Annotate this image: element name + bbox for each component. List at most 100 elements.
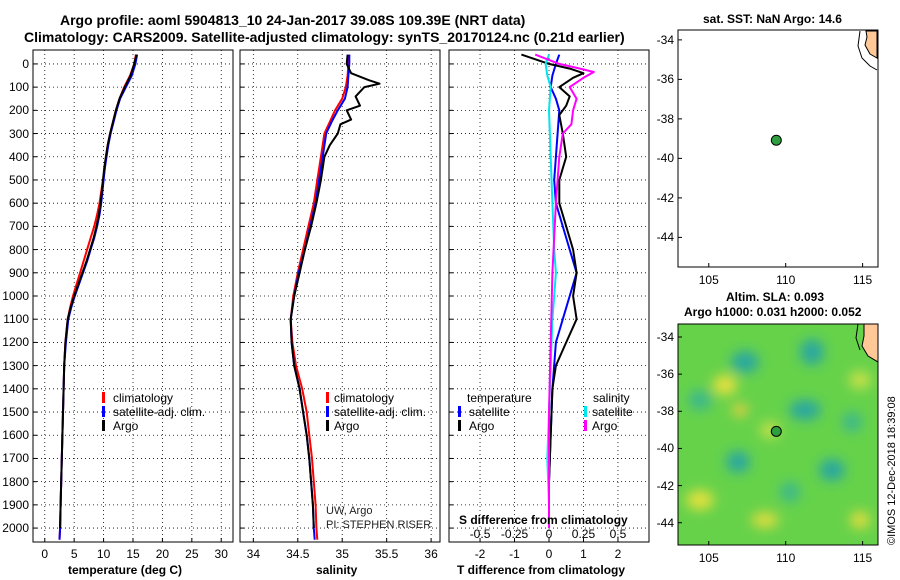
sst-map-land [864, 30, 878, 59]
legend-item-climatology: climatology [102, 391, 205, 405]
depth-tick-label: 2000 [2, 521, 29, 536]
salinity-series-climatology [289, 54, 351, 540]
salinity-xtick-label: 35 [335, 547, 349, 561]
sst_map-ytick-label: -34 [656, 32, 674, 47]
temperature-xtick-label: 5 [70, 547, 78, 561]
sla_map-xtick-label: 105 [698, 551, 719, 565]
depth-tick-label: 1400 [2, 381, 29, 396]
depth-tick-label: 1900 [2, 497, 29, 512]
sla-map-frame [677, 323, 879, 546]
difference-xtick-label: 2 [614, 547, 622, 561]
difference-xtick-label: -2 [474, 547, 486, 561]
sst_map-xtick-label: 105 [698, 273, 719, 287]
temperature-xtick-label: 30 [214, 547, 228, 561]
figure-title-line2: Climatology: CARS2009. Satellite-adjuste… [24, 29, 625, 45]
depth-tick-label: 500 [8, 172, 29, 187]
temperature-xtick-label: 20 [155, 547, 170, 561]
imos-credit: ©IMOS 12-Dec-2018 18:39:08 [886, 396, 898, 545]
sst_map-xtick-label: 110 [776, 273, 796, 287]
sla_map-argo-location-marker [770, 425, 782, 437]
temperature-xtick-label: 10 [96, 547, 111, 561]
sst_map-ytick-label: -42 [656, 190, 674, 205]
sla-map-title1: Altim. SLA: 0.093 [726, 290, 825, 304]
difference-xtick-label: 1 [580, 547, 587, 561]
difference-series-t-argo [521, 53, 585, 529]
temperature-series-argo [59, 54, 138, 529]
depth-tick-label: 1800 [2, 474, 29, 489]
depth-tick-label: 1700 [2, 451, 29, 466]
depth-tick-label: 700 [8, 219, 29, 234]
salinity-xtick-label: 36 [424, 547, 438, 561]
legend-item-satellite: satellite-adj. clim. [102, 405, 205, 419]
sla-map-title2: Argo h1000: 0.031 h2000: 0.052 [684, 305, 862, 319]
sst_map-ytick-label: -36 [656, 72, 674, 87]
salinity-series-argo [289, 54, 381, 529]
difference-xlabel: T difference from climatology [457, 563, 626, 577]
legend-title-temperature: temperature [467, 391, 532, 405]
difference-top-tick-label: 0.5 [609, 527, 627, 541]
salinity-xtick-label: 35.5 [374, 547, 399, 561]
sla_map-ytick-label: -42 [656, 478, 674, 493]
difference-top-tick-label: 0.25 [571, 527, 596, 541]
difference-series-t-satellite [548, 54, 578, 529]
difference-top-tick-label: -0.5 [469, 527, 491, 541]
legend-item-satellite: satellite-adj. clim. [326, 405, 439, 419]
depth-tick-label: 200 [8, 103, 29, 118]
credit-pi: PI: STEPHEN RISER [326, 519, 432, 531]
legend-item-t-satellite: satellite [458, 405, 532, 419]
temperature-xtick-label: 25 [185, 547, 199, 561]
credit-uw: UW, Argo [326, 505, 373, 517]
sst-map-coast [857, 30, 878, 71]
sst-map-frame [677, 29, 879, 268]
sla_map-ytick-label: -34 [656, 330, 674, 344]
difference-legend-temperature: temperature satellite Argo [458, 391, 532, 433]
sst_map-ytick-label: -40 [656, 151, 674, 166]
temperature-series-satellite-adj-clim- [58, 54, 139, 540]
legend-item-s-satellite: satellite [584, 405, 633, 419]
legend-item-t-argo: Argo [458, 419, 532, 433]
temperature-xlabel: temperature (deg C) [68, 563, 183, 577]
depth-tick-label: 300 [8, 126, 29, 141]
temperature-xtick-label: 0 [41, 547, 49, 561]
difference-top-tick-label: 0 [545, 527, 553, 541]
depth-tick-label: 400 [8, 149, 29, 164]
difference-xtick-label: 0 [545, 547, 553, 561]
difference-legend-salinity: salinity satellite Argo [584, 391, 633, 433]
legend-item-climatology: climatology [326, 391, 439, 405]
depth-tick-label: 100 [8, 80, 29, 95]
legend-item-s-argo: Argo [584, 419, 633, 433]
legend-item-argo: Argo [326, 419, 439, 433]
legend-item-argo: Argo [102, 419, 205, 433]
sst_map-ytick-label: -38 [656, 111, 674, 126]
depth-tick-label: 1100 [3, 312, 29, 327]
difference-xlabel-top: S difference from climatology [459, 513, 628, 527]
sla_map-ytick-label: -36 [656, 367, 674, 382]
sla_map-ytick-label: -44 [656, 515, 674, 530]
depth-tick-label: 600 [8, 196, 29, 211]
figure-title-line1: Argo profile: aoml 5904813_10 24-Jan-201… [60, 12, 526, 28]
legend-title-salinity: salinity [593, 391, 630, 405]
depth-tick-label: 0 [22, 56, 29, 71]
depth-tick-label: 1600 [2, 428, 29, 443]
sla_map-ytick-label: -40 [656, 441, 674, 456]
sla_map-ytick-label: -38 [656, 404, 674, 419]
salinity-xtick-label: 34.5 [286, 547, 310, 561]
difference-top-tick-label: -0.25 [500, 527, 529, 541]
sla_map-xtick-label: 115 [853, 551, 873, 565]
salinity-xlabel: salinity [316, 563, 358, 577]
salinity-legend: climatology satellite-adj. clim. Argo [326, 391, 439, 433]
depth-tick-label: 900 [8, 265, 29, 280]
sst_map-argo-location-marker [770, 134, 782, 146]
temperature-legend: climatology satellite-adj. clim. Argo [102, 391, 205, 433]
difference-series-s-argo [534, 53, 595, 529]
sst_map-ytick-label: -44 [656, 230, 674, 245]
depth-tick-label: 1200 [2, 335, 29, 350]
temperature-xtick-label: 15 [126, 547, 140, 561]
difference-xtick-label: -1 [509, 547, 520, 561]
sst-map-title: sat. SST: NaN Argo: 14.6 [703, 12, 842, 26]
depth-tick-label: 1500 [2, 405, 29, 420]
depth-tick-label: 1300 [2, 358, 29, 373]
depth-tick-label: 1000 [2, 289, 29, 303]
salinity-xtick-label: 34 [246, 547, 260, 561]
